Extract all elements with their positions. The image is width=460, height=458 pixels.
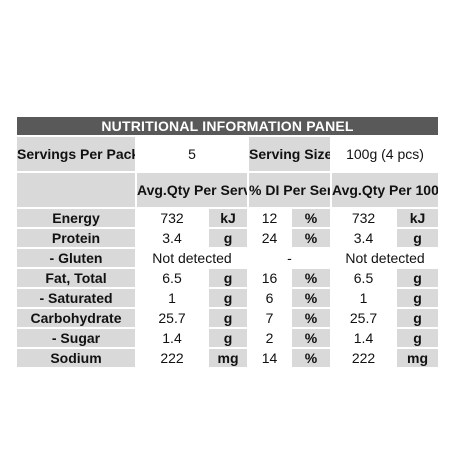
unit: % bbox=[290, 307, 332, 329]
value: 222 bbox=[135, 347, 209, 369]
nutrient-name: Carbohydrate bbox=[15, 307, 137, 329]
unit: % bbox=[290, 227, 332, 249]
nutrient-name: Energy bbox=[15, 207, 137, 229]
value: 25.7 bbox=[135, 307, 209, 329]
unit: % bbox=[290, 267, 332, 289]
unit: g bbox=[394, 287, 441, 309]
value: Not detected bbox=[135, 247, 249, 269]
serving-size-label: Serving Size: bbox=[247, 135, 332, 173]
nutrient-name: - Sugar bbox=[15, 327, 137, 349]
value: 14 bbox=[247, 347, 292, 369]
table-row: Fat, Total 6.5 g 16% 6.5 g bbox=[15, 267, 441, 289]
unit: g bbox=[394, 327, 441, 349]
nutrient-name: - Saturated bbox=[15, 287, 137, 309]
table-row: Avg.Qty Per Serving% DI Per ServeAvg.Qty… bbox=[15, 171, 441, 209]
value: - bbox=[247, 247, 332, 269]
value: 1 bbox=[135, 287, 209, 309]
table-row: NUTRITIONAL INFORMATION PANEL bbox=[14, 115, 441, 137]
unit: g bbox=[394, 227, 441, 249]
unit: g bbox=[207, 327, 249, 349]
nutrient-name: Sodium bbox=[15, 347, 137, 369]
value: 3.4 bbox=[135, 227, 209, 249]
unit: g bbox=[394, 267, 441, 289]
servings-value: 5 bbox=[135, 135, 249, 173]
value: 24 bbox=[247, 227, 292, 249]
unit: kJ bbox=[207, 207, 249, 229]
nutrient-name: Protein bbox=[15, 227, 137, 249]
value: 6 bbox=[247, 287, 292, 309]
unit: g bbox=[207, 227, 249, 249]
value: 12 bbox=[247, 207, 292, 229]
value: 25.7 bbox=[330, 307, 397, 329]
unit: g bbox=[207, 307, 249, 329]
table-row: Energy 732 kJ 12% 732 kJ bbox=[15, 207, 441, 229]
value: 3.4 bbox=[330, 227, 397, 249]
servings-label: Servings Per Package: bbox=[15, 135, 137, 173]
value: 7 bbox=[247, 307, 292, 329]
value: 732 bbox=[135, 207, 209, 229]
unit: % bbox=[290, 327, 332, 349]
table-row: Sodium 222 mg 14% 222 mg bbox=[15, 347, 441, 369]
value: 6.5 bbox=[330, 267, 397, 289]
unit: mg bbox=[394, 347, 441, 369]
value: 732 bbox=[330, 207, 397, 229]
value: 222 bbox=[330, 347, 397, 369]
table-row: Protein 3.4 g 24% 3.4 g bbox=[15, 227, 441, 249]
unit: mg bbox=[207, 347, 249, 369]
unit: g bbox=[207, 287, 249, 309]
column-header: % DI Per Serve bbox=[247, 171, 332, 209]
unit: % bbox=[290, 207, 332, 229]
column-header: Avg.Qty Per 100g/mL bbox=[329, 171, 441, 209]
unit: g bbox=[394, 307, 441, 329]
table-row: - Sugar 1.4 g 2% 1.4 g bbox=[15, 327, 441, 349]
value: 16 bbox=[247, 267, 292, 289]
value: 1.4 bbox=[330, 327, 397, 349]
table-row: - Saturated 1 g 6% 1 g bbox=[15, 287, 441, 309]
value: Not detected bbox=[329, 247, 441, 269]
panel-title: NUTRITIONAL INFORMATION PANEL bbox=[14, 115, 441, 137]
value: 1.4 bbox=[135, 327, 209, 349]
table-row: - Gluten Not detected - Not detected bbox=[15, 247, 441, 269]
value: 1 bbox=[330, 287, 397, 309]
header-blank bbox=[15, 171, 137, 209]
nutrient-name: - Gluten bbox=[15, 247, 137, 269]
value: 2 bbox=[247, 327, 292, 349]
column-header: Avg.Qty Per Serving bbox=[135, 171, 249, 209]
serving-size-value: 100g (4 pcs) bbox=[329, 135, 441, 173]
unit: kJ bbox=[394, 207, 441, 229]
table-row: Carbohydrate 25.7 g 7% 25.7 g bbox=[15, 307, 441, 329]
unit: % bbox=[290, 347, 332, 369]
unit: g bbox=[207, 267, 249, 289]
nutrition-panel: NUTRITIONAL INFORMATION PANEL Servings Pe… bbox=[14, 115, 441, 369]
value: 6.5 bbox=[135, 267, 209, 289]
nutrient-name: Fat, Total bbox=[15, 267, 137, 289]
unit: % bbox=[290, 287, 332, 309]
